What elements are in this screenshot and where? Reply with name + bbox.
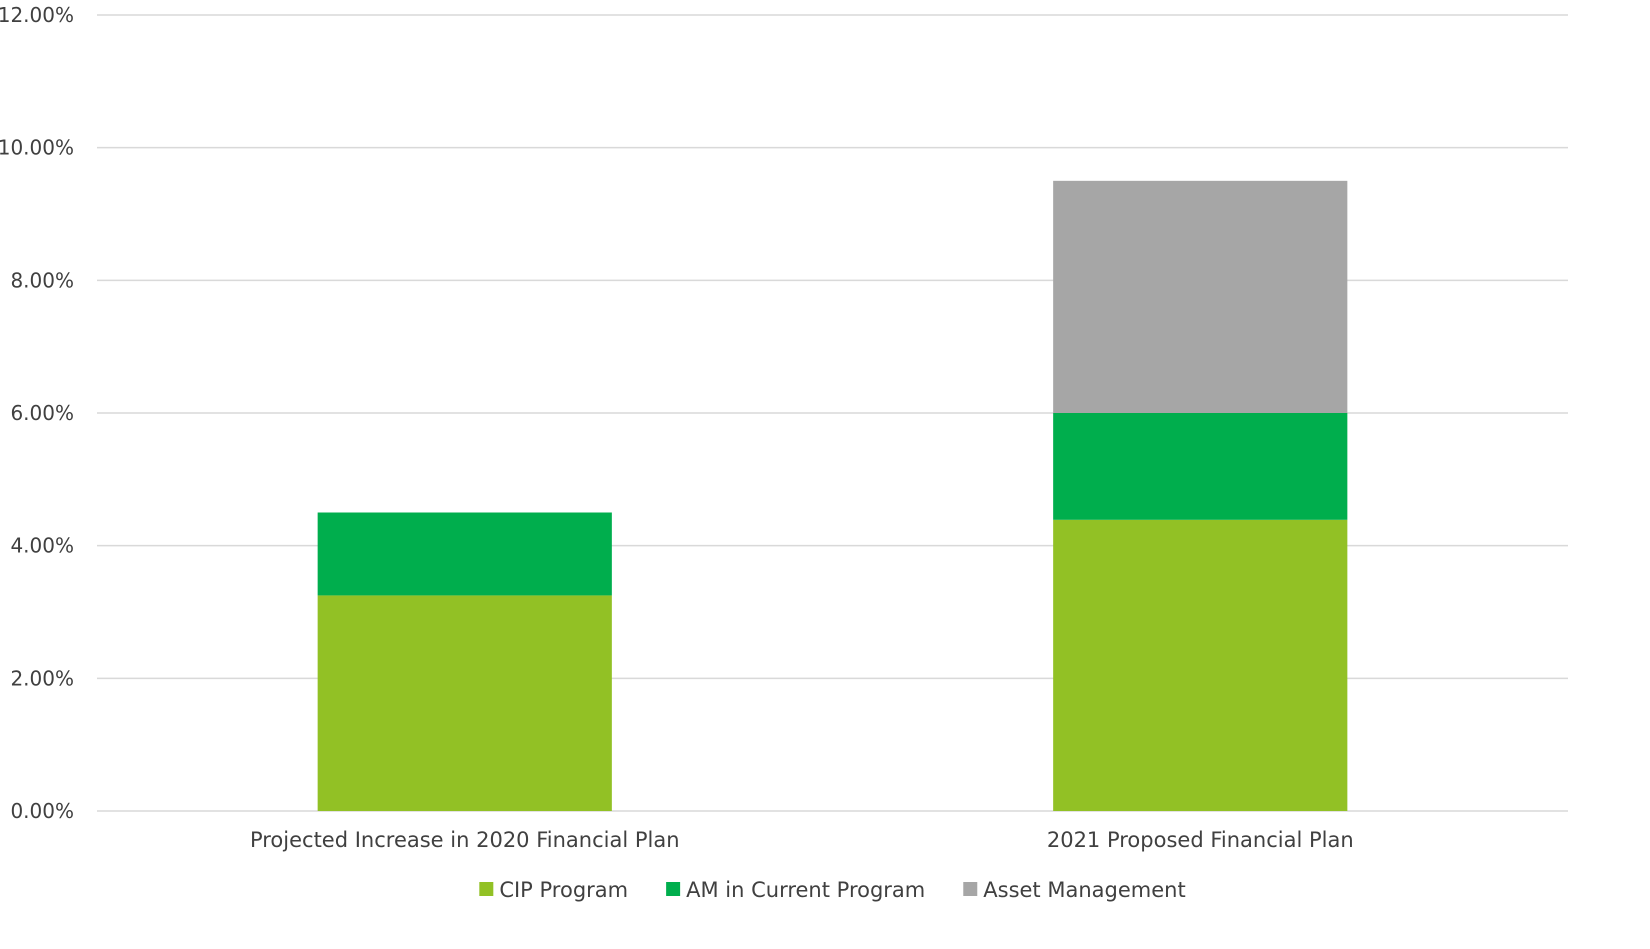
x-category-label: Projected Increase in 2020 Financial Pla… <box>250 828 680 852</box>
x-category-label: 2021 Proposed Financial Plan <box>1047 828 1354 852</box>
y-axis-tick-labels: 0.00% 2.00% 4.00% 6.00% 8.00% 10.00% 12.00% <box>0 3 74 823</box>
legend: CIP Program AM in Current Program Asset Ma… <box>479 878 1186 902</box>
y-tick-label: 12.00% <box>0 3 74 27</box>
y-tick-label: 6.00% <box>10 401 74 425</box>
y-tick-label: 0.00% <box>10 799 74 823</box>
bars <box>317 180 1348 811</box>
bar-segment-am-in-current-program <box>317 512 612 596</box>
bar-segment-am-in-current-program <box>1053 413 1348 520</box>
legend-swatch <box>479 882 494 896</box>
y-tick-label: 10.00% <box>0 136 74 160</box>
legend-label: Asset Management <box>983 878 1185 902</box>
bar-segment-cip-program <box>317 595 612 811</box>
legend-swatch <box>963 882 978 896</box>
bar-segment-cip-program <box>1053 519 1348 811</box>
y-tick-label: 4.00% <box>10 534 74 558</box>
legend-label: AM in Current Program <box>686 878 925 902</box>
y-tick-label: 8.00% <box>10 268 74 292</box>
x-axis-category-labels: Projected Increase in 2020 Financial Pla… <box>250 828 1354 852</box>
legend-swatch <box>666 882 681 896</box>
y-tick-label: 2.00% <box>10 666 74 690</box>
legend-label: CIP Program <box>499 878 628 902</box>
bar-segment-asset-management <box>1053 180 1348 413</box>
